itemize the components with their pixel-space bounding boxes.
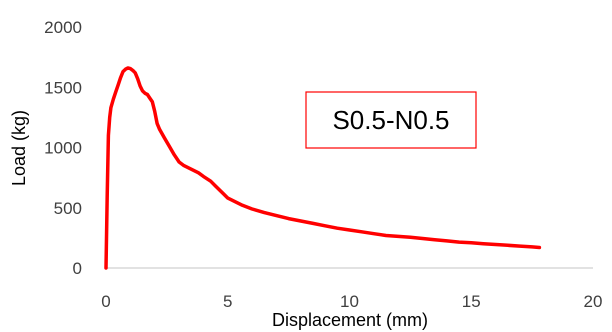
y-tick-label: 1000 <box>44 139 82 158</box>
x-tick-label: 15 <box>462 292 481 311</box>
x-tick-label: 5 <box>223 292 232 311</box>
x-tick-label: 0 <box>101 292 110 311</box>
annotation-label: S0.5-N0.5 <box>332 105 449 135</box>
x-tick-label: 10 <box>340 292 359 311</box>
y-tick-label: 0 <box>73 259 82 278</box>
x-tick-label: 20 <box>584 292 603 311</box>
x-axis-ticks: 0 5 10 15 20 <box>101 292 602 311</box>
series-line-load-displacement <box>104 66 542 270</box>
y-tick-label: 2000 <box>44 18 82 37</box>
y-axis-title: Load (kg) <box>9 110 29 186</box>
x-axis-title: Displacement (mm) <box>272 310 428 330</box>
y-tick-label: 500 <box>54 199 82 218</box>
y-tick-label: 1500 <box>44 78 82 97</box>
annotation-box <box>305 91 477 149</box>
y-axis-ticks: 0 500 1000 1500 2000 <box>44 18 82 278</box>
